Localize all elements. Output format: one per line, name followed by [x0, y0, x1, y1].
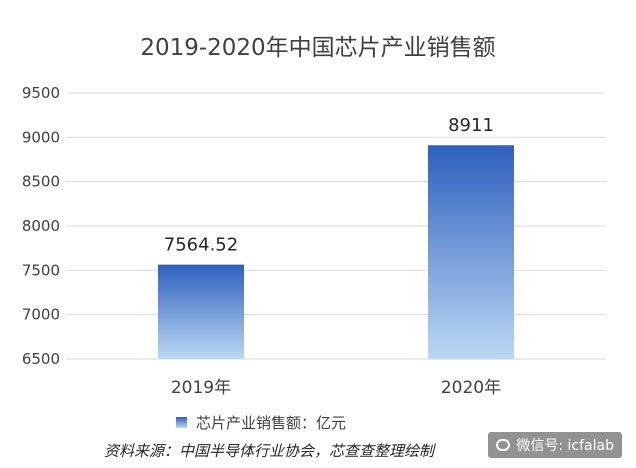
- legend: 芯片产业销售额：亿元: [176, 412, 346, 433]
- y-tick-label: 6500: [22, 350, 60, 368]
- wechat-label: 微信号: icfalab: [516, 438, 614, 454]
- bar: [158, 264, 244, 359]
- x-tick-label: 2019年: [171, 378, 231, 398]
- y-tick-label: 7000: [22, 306, 60, 324]
- y-tick-label: 8500: [22, 173, 60, 191]
- data-label: 8911: [448, 115, 494, 136]
- source-note: 资料来源：中国半导体行业协会，芯查查整理绘制: [104, 442, 435, 460]
- y-tick-label: 9500: [22, 84, 60, 102]
- wechat-badge: 微信号: icfalab: [488, 432, 622, 458]
- chart-title: 2019-2020年中国芯片产业销售额: [140, 35, 496, 61]
- y-tick-label: 9000: [22, 128, 60, 146]
- wechat-icon: [496, 439, 511, 451]
- bar: [428, 145, 514, 359]
- legend-swatch: [176, 417, 187, 428]
- data-label: 7564.52: [164, 235, 238, 256]
- x-tick-label: 2020年: [441, 378, 501, 398]
- y-tick-label: 8000: [22, 217, 60, 235]
- legend-label: 芯片产业销售额：亿元: [196, 414, 347, 432]
- y-tick-label: 7500: [22, 261, 60, 279]
